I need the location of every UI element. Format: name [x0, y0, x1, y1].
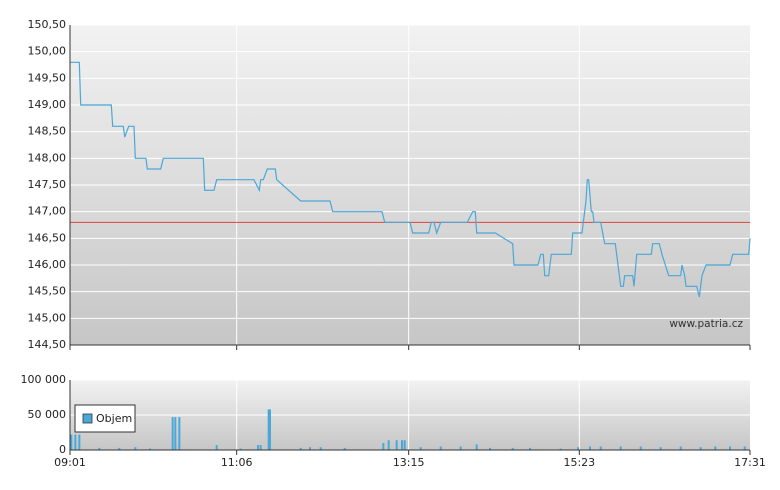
volume-bar [714, 446, 717, 450]
volume-bar [98, 447, 101, 450]
x-tick-label: 09:01 [54, 456, 86, 469]
volume-bar [134, 447, 137, 450]
volume-bar [178, 417, 181, 450]
volume-bar [419, 447, 422, 450]
y-tick-label: 144,50 [28, 338, 67, 351]
volume-bar [439, 446, 442, 450]
volume-bar [343, 447, 346, 450]
y-tick-label: 145,50 [28, 285, 67, 298]
volume-bar [299, 447, 302, 450]
volume-bar [699, 447, 702, 450]
volume-bar [589, 446, 591, 450]
volume-bar [459, 446, 462, 450]
y-tick-label: 146,50 [28, 231, 67, 244]
volume-bar [239, 448, 242, 450]
volume-bar [149, 448, 151, 450]
x-tick-label: 13:15 [393, 456, 425, 469]
y-tick-label: 147,00 [28, 205, 67, 218]
volume-bar [679, 446, 682, 450]
volume-bar [729, 446, 731, 450]
price-line [70, 61, 751, 298]
volume-bar [511, 447, 514, 450]
x-tick-label: 17:31 [734, 456, 766, 469]
y-tick-label: 150,50 [28, 18, 67, 31]
y-tick-label: 149,50 [28, 71, 67, 84]
legend-swatch [82, 413, 93, 424]
volume-bar [215, 445, 218, 450]
volume-bar [174, 417, 177, 450]
volume-bar [475, 444, 478, 450]
volume-bar [529, 447, 531, 450]
volume-bar [403, 440, 406, 450]
y-tick-label: 0 [59, 443, 66, 456]
volume-bar [743, 446, 746, 450]
volume-bar [74, 434, 77, 450]
volume-bar [559, 448, 562, 450]
volume-bar [659, 447, 662, 450]
volume-bar [387, 440, 390, 450]
y-tick-label: 150,00 [28, 45, 67, 58]
x-tick-label: 11:06 [221, 456, 253, 469]
volume-bar [70, 434, 73, 450]
volume-bar [309, 447, 311, 450]
legend-label: Objem [96, 412, 132, 425]
volume-bar [78, 434, 81, 450]
volume-bar [599, 446, 602, 450]
y-tick-label: 100 000 [21, 373, 67, 386]
y-tick-label: 145,00 [28, 311, 67, 324]
y-tick-label: 148,50 [28, 125, 67, 138]
volume-bar [267, 409, 270, 450]
volume-bar [395, 440, 398, 450]
volume-bar [401, 440, 403, 450]
y-tick-label: 148,00 [28, 151, 67, 164]
volume-bar [269, 409, 271, 450]
volume-bar [118, 447, 121, 450]
x-tick-label: 15:23 [563, 456, 595, 469]
volume-bar [619, 446, 622, 450]
volume-bar [489, 447, 491, 450]
y-tick-label: 149,00 [28, 98, 67, 111]
volume-bar [259, 445, 262, 450]
volume-bar [257, 445, 259, 450]
volume-bar [577, 447, 579, 450]
volume-bar [382, 443, 385, 450]
watermark: www.patria.cz [669, 318, 743, 330]
y-tick-label: 50 000 [28, 408, 67, 421]
volume-bar [171, 417, 174, 450]
volume-bar [639, 446, 642, 450]
y-tick-label: 147,50 [28, 178, 67, 191]
volume-bar [319, 447, 322, 450]
y-tick-label: 146,00 [28, 258, 67, 271]
